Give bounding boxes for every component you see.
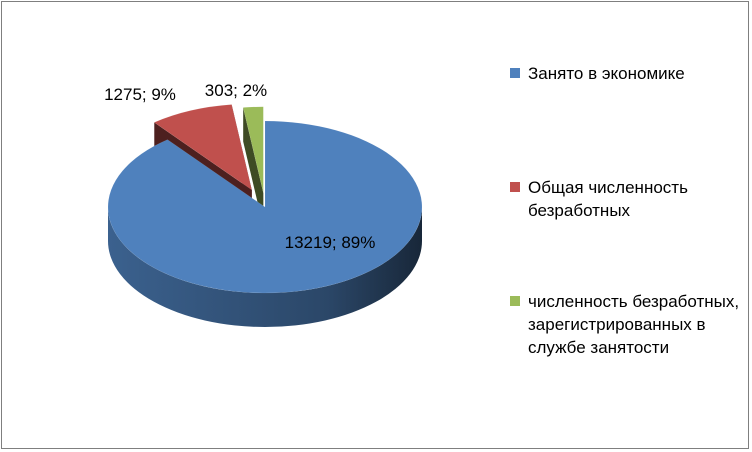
pie-slice-side-employed [108, 207, 422, 327]
legend-label-unemployed-total: Общая численность безработных [528, 178, 688, 220]
pie-slice-unemployed-registered [242, 106, 264, 193]
data-label-employed: 13219; 89% [285, 233, 376, 252]
pie-slice-unemployed-total [153, 104, 253, 191]
pie-slice-cut-unemployed-registered-0 [243, 107, 264, 227]
data-label-unemployed-registered: 303; 2% [205, 81, 267, 100]
legend-label-employed: Занято в экономике [528, 64, 685, 83]
legend-swatch-unemployed-total [510, 182, 520, 192]
legend-swatch-employed [510, 68, 520, 78]
pie-tops-group [107, 104, 423, 294]
pie-labels-group: 13219; 89% 1275; 9% 303; 2% [104, 81, 375, 252]
legend-swatch-unemployed-registered [510, 296, 520, 306]
legend-label-unemployed-registered: численность безработных, зарегистрирован… [528, 292, 740, 357]
data-label-unemployed-total: 1275; 9% [104, 85, 176, 104]
pie-slice-employed [107, 120, 423, 294]
